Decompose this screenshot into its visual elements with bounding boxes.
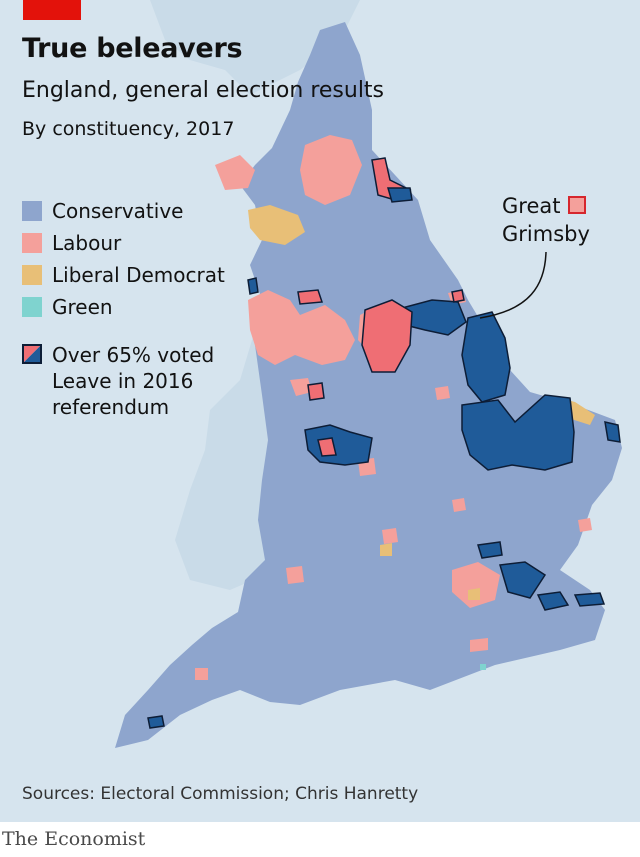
legend-swatch-green: [22, 297, 42, 317]
grimsby-marker-icon: [568, 196, 587, 214]
labour-oxford: [382, 528, 398, 544]
labour-brighton: [470, 638, 488, 652]
chart-title: True beleavers: [22, 33, 243, 64]
legend-label-conservative: Conservative: [52, 199, 184, 223]
england-land: [115, 22, 622, 748]
legend-swatch-conservative: [22, 201, 42, 221]
legend-swatch-leave: [22, 344, 42, 364]
legend-swatch-labour: [22, 233, 42, 253]
grimsby-leader-line: [479, 251, 547, 319]
england-map: [115, 0, 622, 748]
leave-fens: [461, 394, 575, 471]
green-constituency: [480, 664, 486, 670]
legend-item-leave: Over 65% voted Leave in 2016 referendum: [22, 342, 232, 420]
leave-lincolnshire: [461, 311, 511, 403]
grimsby-annotation: Great Grimsby: [502, 192, 590, 248]
labour-cumbria: [215, 155, 255, 190]
legend-item-green: Green: [22, 291, 225, 323]
leave-cleethorpes: [451, 289, 465, 303]
chart-panel: True beleavers England, general election…: [0, 0, 640, 822]
labour-cambridge: [452, 498, 466, 512]
grimsby-annotation-line1: Great: [502, 192, 590, 220]
labour-northwest: [248, 290, 355, 365]
legend-swatch-libdem: [22, 265, 42, 285]
labour-northeast: [300, 135, 362, 205]
wales-land: [175, 330, 270, 590]
leave-great-yarmouth: [604, 421, 621, 443]
libdem-oxford-west: [380, 543, 392, 556]
chart-subtitle-secondary: By constituency, 2017: [22, 118, 235, 140]
leave-essex: [477, 541, 503, 559]
leave-kent-sheppey: [573, 592, 606, 607]
leave-walsall: [317, 437, 337, 457]
labour-norwich: [578, 518, 592, 532]
libdem-southwest-london: [468, 588, 480, 600]
grimsby-annotation-line2: Grimsby: [502, 222, 590, 246]
leave-barrow: [247, 277, 259, 295]
legend-label-leave: Over 65% voted Leave in 2016 referendum: [52, 343, 215, 419]
leave-hartlepool: [387, 187, 413, 203]
scotland-land: [150, 0, 360, 95]
libdem-westmorland: [248, 205, 305, 245]
leave-constituencies: [147, 157, 621, 729]
labour-lincoln: [435, 386, 450, 400]
publisher-logo: The Economist: [2, 828, 146, 850]
leave-stoke: [307, 382, 325, 401]
chart-subtitle: England, general election results: [22, 78, 385, 103]
legend-item-libdem: Liberal Democrat: [22, 259, 225, 291]
labour-london: [452, 562, 500, 608]
labour-plymouth: [195, 668, 208, 680]
leave-burnley: [297, 289, 324, 305]
legend-label-libdem: Liberal Democrat: [52, 263, 225, 287]
labour-stoke: [290, 378, 312, 396]
labour-bristol: [286, 566, 304, 584]
brand-red-tag: [23, 0, 81, 20]
leave-thames-estuary: [499, 561, 547, 599]
leave-cornwall: [147, 715, 165, 729]
leave-kent-east: [536, 591, 570, 611]
legend-label-green: Green: [52, 295, 113, 319]
leave-yorkshire-lab: [361, 299, 413, 373]
legend-item-labour: Labour: [22, 227, 225, 259]
source-note: Sources: Electoral Commission; Chris Han…: [22, 784, 419, 804]
legend-item-conservative: Conservative: [22, 195, 225, 227]
legend-label-labour: Labour: [52, 231, 122, 255]
legend: Conservative Labour Liberal Democrat Gre…: [22, 195, 225, 323]
